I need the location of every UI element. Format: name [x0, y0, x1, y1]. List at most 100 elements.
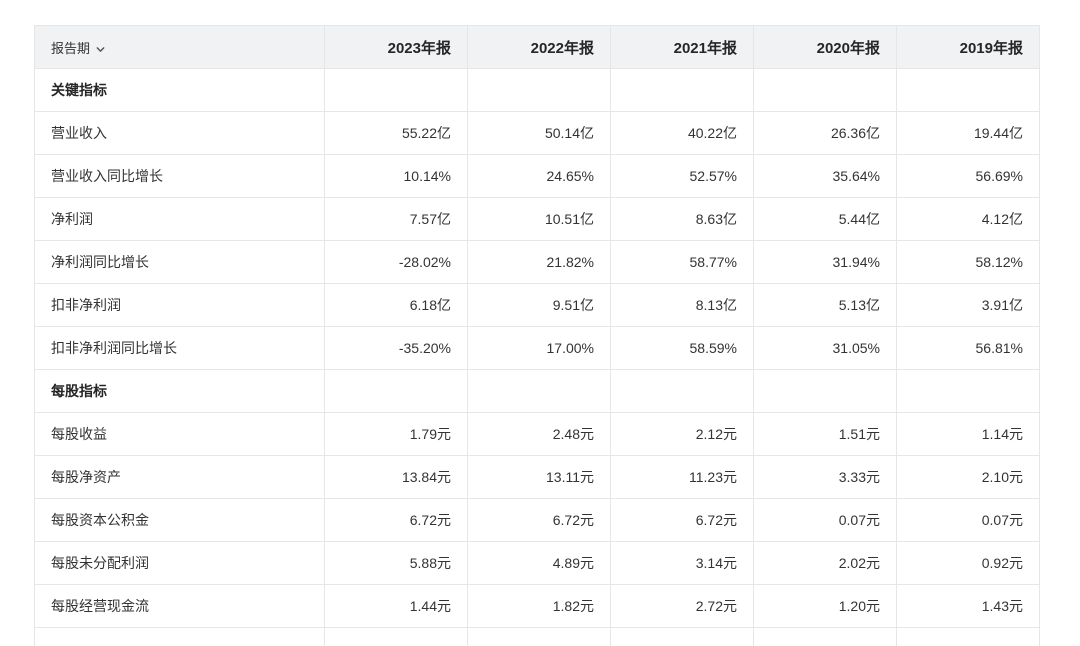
metric-value: 0.07元: [753, 498, 897, 542]
table-row: 扣非净利润同比增长 -35.20% 17.00% 58.59% 31.05% 56.81%: [34, 326, 1040, 370]
metric-value: -28.02%: [324, 240, 468, 284]
metric-value: 19.44亿: [896, 111, 1040, 155]
table-row: 每股未分配利润 5.88元 4.89元 3.14元 2.02元 0.92元: [34, 541, 1040, 585]
section-row: 每股指标: [34, 369, 1040, 413]
section-label: 关键指标: [34, 68, 325, 112]
metric-label: 净利润同比增长: [34, 240, 325, 284]
metric-value: 35.64%: [753, 154, 897, 198]
metric-value: 8.63亿: [610, 197, 754, 241]
metric-label: 每股资本公积金: [34, 498, 325, 542]
metric-value: 2.72元: [610, 584, 754, 628]
metric-value: 58.59%: [610, 326, 754, 370]
metric-value: [753, 627, 897, 646]
metric-value: 10.51亿: [467, 197, 611, 241]
metric-value: [753, 68, 897, 112]
metric-value: 2.10元: [896, 455, 1040, 499]
metric-label: 扣非净利润: [34, 283, 325, 327]
metric-value: 0.92元: [896, 541, 1040, 585]
metric-value: [324, 68, 468, 112]
metric-value: 1.20元: [753, 584, 897, 628]
metric-value: 4.12亿: [896, 197, 1040, 241]
metric-value: 1.82元: [467, 584, 611, 628]
metric-label: 净利润: [34, 197, 325, 241]
metric-value: 24.65%: [467, 154, 611, 198]
metric-value: 55.22亿: [324, 111, 468, 155]
metric-value: 50.14亿: [467, 111, 611, 155]
table-row: 净利润同比增长 -28.02% 21.82% 58.77% 31.94% 58.12%: [34, 240, 1040, 284]
metric-value: [467, 369, 611, 413]
table-body: 关键指标 营业收入 55.22亿 50.14亿 40.22亿 26.36亿 19.44亿 营业…: [34, 68, 1040, 646]
metric-value: 1.79元: [324, 412, 468, 456]
metric-value: [896, 627, 1040, 646]
metric-value: 13.84元: [324, 455, 468, 499]
metric-value: [610, 369, 754, 413]
metric-value: 9.51亿: [467, 283, 611, 327]
metric-value: 6.72元: [610, 498, 754, 542]
metric-label: 营业收入: [34, 111, 325, 155]
metric-value: 1.14元: [896, 412, 1040, 456]
table-row: [34, 627, 1040, 646]
financial-report-table-wrap: 报告期 2023年报 2022年报 2021年报 2020年报 2019年报 关键指标营…: [34, 25, 1040, 646]
metric-value: [467, 627, 611, 646]
metric-value: 6.18亿: [324, 283, 468, 327]
metric-value: [753, 369, 897, 413]
metric-value: 5.44亿: [753, 197, 897, 241]
metric-label: 营业收入同比增长: [34, 154, 325, 198]
table-row: 每股收益 1.79元 2.48元 2.12元 1.51元 1.14元: [34, 412, 1040, 456]
metric-label: 扣非净利润同比增长: [34, 326, 325, 370]
metric-value: 17.00%: [467, 326, 611, 370]
metric-value: 2.48元: [467, 412, 611, 456]
metric-value: 26.36亿: [753, 111, 897, 155]
table-row: 营业收入同比增长 10.14% 24.65% 52.57% 35.64% 56.69%: [34, 154, 1040, 198]
metric-value: 56.69%: [896, 154, 1040, 198]
metric-value: 58.12%: [896, 240, 1040, 284]
report-period-label: 报告期: [51, 40, 91, 56]
metric-label: 每股经营现金流: [34, 584, 325, 628]
year-column-header: 2020年报: [753, 25, 897, 69]
metric-value: 0.07元: [896, 498, 1040, 542]
metric-value: [467, 68, 611, 112]
report-period-header[interactable]: 报告期: [34, 25, 325, 69]
metric-value: 5.88元: [324, 541, 468, 585]
table-row: 每股经营现金流 1.44元 1.82元 2.72元 1.20元 1.43元: [34, 584, 1040, 628]
metric-value: 31.05%: [753, 326, 897, 370]
metric-label: 每股未分配利润: [34, 541, 325, 585]
financial-report-table: 报告期 2023年报 2022年报 2021年报 2020年报 2019年报 关键指标营…: [34, 25, 1040, 646]
metric-value: -35.20%: [324, 326, 468, 370]
metric-value: 7.57亿: [324, 197, 468, 241]
table-row: 营业收入 55.22亿 50.14亿 40.22亿 26.36亿 19.44亿: [34, 111, 1040, 155]
metric-value: 2.02元: [753, 541, 897, 585]
metric-value: 6.72元: [467, 498, 611, 542]
metric-value: 21.82%: [467, 240, 611, 284]
metric-value: 10.14%: [324, 154, 468, 198]
year-column-header: 2021年报: [610, 25, 754, 69]
section-row: 关键指标: [34, 68, 1040, 112]
metric-value: 11.23元: [610, 455, 754, 499]
metric-value: 1.51元: [753, 412, 897, 456]
metric-value: 31.94%: [753, 240, 897, 284]
table-row: 每股净资产 13.84元 13.11元 11.23元 3.33元 2.10元: [34, 455, 1040, 499]
metric-value: 8.13亿: [610, 283, 754, 327]
metric-value: 1.44元: [324, 584, 468, 628]
metric-label: 每股收益: [34, 412, 325, 456]
metric-value: 6.72元: [324, 498, 468, 542]
metric-value: 52.57%: [610, 154, 754, 198]
metric-value: 1.43元: [896, 584, 1040, 628]
metric-value: [610, 627, 754, 646]
year-column-header: 2022年报: [467, 25, 611, 69]
metric-label: [34, 627, 325, 646]
metric-value: 58.77%: [610, 240, 754, 284]
metric-value: 40.22亿: [610, 111, 754, 155]
metric-value: 2.12元: [610, 412, 754, 456]
chevron-down-icon: [95, 43, 106, 54]
metric-value: [324, 627, 468, 646]
metric-label: 每股净资产: [34, 455, 325, 499]
metric-value: 5.13亿: [753, 283, 897, 327]
metric-value: 4.89元: [467, 541, 611, 585]
metric-value: [324, 369, 468, 413]
table-header-row: 报告期 2023年报 2022年报 2021年报 2020年报 2019年报: [34, 25, 1040, 69]
metric-value: 3.91亿: [896, 283, 1040, 327]
metric-value: 56.81%: [896, 326, 1040, 370]
table-row: 净利润 7.57亿 10.51亿 8.63亿 5.44亿 4.12亿: [34, 197, 1040, 241]
